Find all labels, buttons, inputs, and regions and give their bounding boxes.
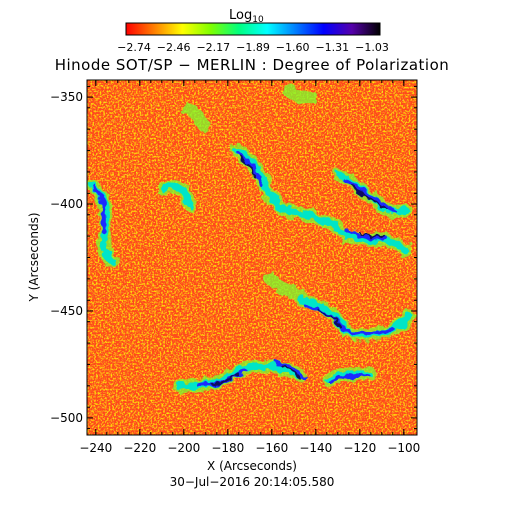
x-axis: −240 −220 −200 −180 −160 −140 −120 −100 [79,80,420,455]
x-tick-label: −100 [387,441,420,455]
x-tick-label: −140 [299,441,332,455]
colorbar-tick-label: −2.46 [157,41,191,54]
colorbar-label: Log10 [229,8,264,25]
x-tick-label: −240 [79,441,112,455]
x-tick-label: −120 [343,441,376,455]
x-tick-label: −220 [123,441,156,455]
y-tick-label: −500 [50,411,83,425]
plot-title: Hinode SOT/SP − MERLIN : Degree of Polar… [55,56,450,74]
colorbar-tick-label: −1.31 [315,41,349,54]
colorbar-tick-label: −1.89 [236,41,270,54]
y-tick-label: −400 [50,197,83,211]
x-axis-label: X (Arcseconds) [207,459,297,473]
colorbar-tick-label: −2.17 [196,41,230,54]
y-tick-label: −350 [50,90,83,104]
colorbar-tick-label: −2.74 [117,41,151,54]
colorbar-tick-label: −1.60 [276,41,310,54]
colorbar-ticks: −2.74 −2.46 −2.17 −1.89 −1.60 −1.31 −1.03 [117,41,389,54]
polarization-map [87,80,417,435]
x-tick-label: −160 [255,441,288,455]
y-axis-label: Y (Arcseconds) [27,212,41,302]
colorbar: Log10 −2.74 −2.46 −2.17 −1.89 −1.60 −1.31 −1.0… [117,8,389,54]
network-lanes [87,83,417,393]
footer-timestamp: 30−Jul−2016 20:14:05.580 [170,475,335,489]
map-green-speckle [87,80,417,435]
colorbar-bar [125,22,381,36]
y-tick-label: −450 [50,304,83,318]
colorbar-tick-label: −1.03 [355,41,389,54]
x-tick-label: −180 [211,441,244,455]
y-axis: −350 −400 −450 −500 [50,85,417,430]
x-tick-label: −200 [167,441,200,455]
